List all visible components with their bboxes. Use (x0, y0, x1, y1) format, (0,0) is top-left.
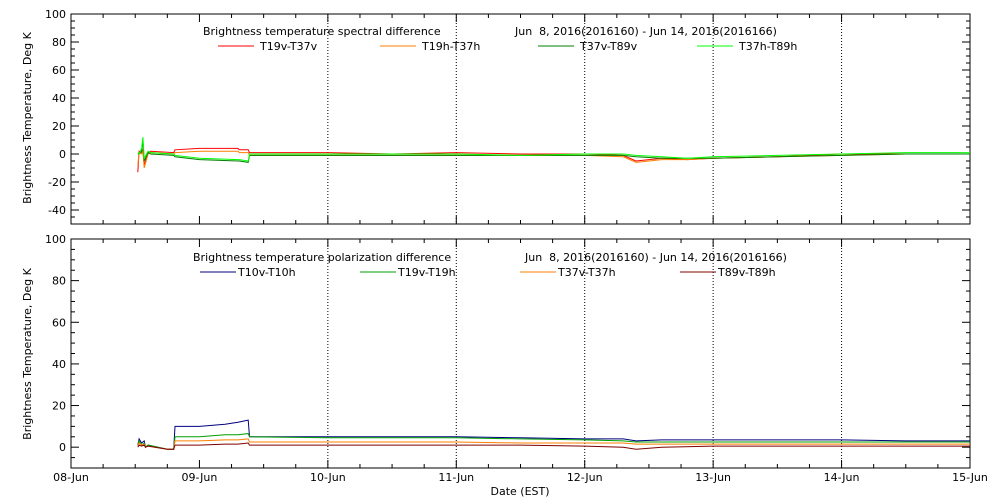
y-axis-ticks: 0 20 40 60 80 100 (45, 233, 970, 469)
x-tick-label: 08-Jun (53, 471, 89, 484)
legend-label: T19v-T37v (259, 40, 318, 53)
y-tick-label: 80 (52, 275, 66, 288)
x-axis-ticks (70, 14, 971, 224)
polarization-difference-panel: 0 20 40 60 80 100 08-Jun 09-Jun 10-Jun 11-Jun 12-… (21, 233, 988, 498)
y-tick-label: 100 (45, 8, 66, 21)
series-lines (137, 137, 970, 173)
x-tick-label: 13-Jun (695, 471, 731, 484)
x-tick-label: 12-Jun (567, 471, 603, 484)
vertical-gridlines (327, 239, 843, 468)
series-lines (137, 419, 970, 450)
y-tick-label: 40 (52, 92, 66, 105)
y-axis-label: Brightness Temperature, Deg K (21, 31, 34, 203)
y-axis-ticks: -40 -20 0 20 40 60 80 100 (45, 8, 970, 225)
series-line-T37v-T89v (137, 139, 970, 163)
series-line-T37h-T89h (137, 137, 970, 162)
y-tick-label: -20 (48, 176, 66, 189)
y-tick-label: 100 (45, 233, 66, 246)
y-tick-label: 0 (59, 148, 66, 161)
series-line-T89v-T89h (137, 442, 970, 450)
chart-date-range: Jun 8, 2016(2016160) - Jun 14, 2016(2016… (514, 25, 777, 38)
y-tick-label: 60 (52, 316, 66, 329)
legend-label: T89v-T89h (717, 266, 776, 279)
x-tick-label: 09-Jun (182, 471, 218, 484)
legend-label: T19v-T19h (397, 266, 456, 279)
x-axis-ticks: 08-Jun 09-Jun 10-Jun 11-Jun 12-Jun 13-Jun 14-J… (53, 239, 988, 484)
y-axis-label: Brightness Temperature, Deg K (21, 267, 34, 439)
y-tick-label: -40 (48, 204, 66, 217)
y-tick-label: 60 (52, 64, 66, 77)
y-tick-label: 20 (52, 400, 66, 413)
spectral-difference-panel: -40 -20 0 20 40 60 80 100 Brightness temperatur… (21, 8, 971, 225)
legend-label: T37h-T89h (738, 40, 797, 53)
y-tick-label: 20 (52, 120, 66, 133)
x-tick-label: 11-Jun (438, 471, 474, 484)
legend-label: T37v-T89v (579, 40, 638, 53)
y-tick-label: 0 (59, 441, 66, 454)
vertical-gridlines (327, 14, 843, 224)
y-tick-label: 80 (52, 36, 66, 49)
x-tick-label: 15-Jun (952, 471, 988, 484)
legend-label: T10v-T10h (237, 266, 296, 279)
chart-date-range: Jun 8, 2016(2016160) - Jun 14, 2016(2016… (524, 251, 787, 264)
x-axis-label: Date (EST) (490, 485, 549, 498)
x-tick-label: 10-Jun (310, 471, 346, 484)
legend-label: T37v-T37h (557, 266, 616, 279)
x-tick-label: 14-Jun (824, 471, 860, 484)
y-tick-label: 40 (52, 358, 66, 371)
legend-label: T19h-T37h (421, 40, 480, 53)
legend: T19v-T37v T19h-T37h T37v-T89v T37h-T89h (218, 40, 797, 53)
chart-title: Brightness temperature polarization diff… (193, 251, 451, 264)
legend: T10v-T10h T19v-T19h T37v-T37h T89v-T89h (200, 266, 776, 279)
chart-title: Brightness temperature spectral differen… (203, 25, 441, 38)
